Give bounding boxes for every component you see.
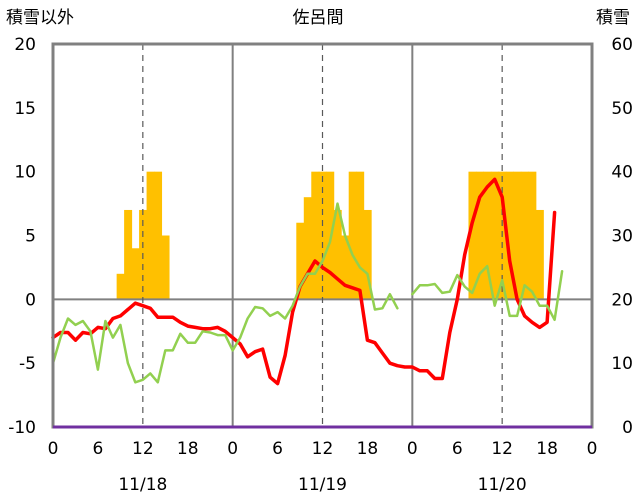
snow-bar: [535, 209, 544, 300]
day-labels: 11/18 11/19 11/20: [118, 475, 526, 495]
chart-title: 佐呂間: [293, 8, 344, 28]
snow-bar: [468, 171, 477, 300]
x-tick-label: 0: [407, 439, 418, 459]
left-y-tick-label: -5: [19, 354, 36, 374]
left-y-tick-label: -10: [8, 418, 36, 438]
left-y-tick-label: 5: [25, 227, 36, 247]
title-group: 積雪以外 佐呂間 積雪: [6, 8, 630, 28]
snow-bar: [348, 171, 357, 300]
snow-bar: [490, 171, 499, 300]
snow-bar: [356, 171, 365, 300]
x-tick-label: 12: [491, 439, 513, 459]
snow-bar: [341, 235, 350, 300]
snow-bar: [296, 222, 305, 300]
snow-bar: [303, 197, 312, 300]
right-y-tick-label: 10: [611, 354, 633, 374]
left-y-ticks: 20 15 10 5 0 -5 -10: [8, 35, 36, 438]
snow-bar: [146, 171, 155, 300]
snow-bar: [475, 171, 484, 300]
left-y-tick-label: 15: [14, 99, 36, 119]
snow-bar: [154, 171, 163, 300]
right-y-tick-label: 30: [611, 227, 633, 247]
x-tick-label: 6: [93, 439, 104, 459]
day-label: 11/20: [478, 475, 527, 495]
x-tick-label: 0: [48, 439, 59, 459]
snow-bar: [124, 209, 133, 300]
snow-bar: [505, 171, 514, 300]
x-tick-label: 6: [452, 439, 463, 459]
left-axis-title: 積雪以外: [6, 8, 74, 28]
x-tick-label: 18: [177, 439, 199, 459]
snow-bar: [161, 235, 170, 300]
x-tick-label: 6: [272, 439, 283, 459]
right-y-tick-label: 0: [622, 418, 633, 438]
x-tick-label: 18: [536, 439, 558, 459]
x-ticks: 0 6 12 18 0 6 12 18 0 6 12 18 0: [48, 439, 598, 459]
left-y-tick-label: 20: [14, 35, 36, 55]
right-axis-title: 積雪: [596, 8, 630, 28]
right-y-ticks: 60 50 40 30 20 10 0: [611, 35, 633, 438]
left-y-tick-label: 10: [14, 163, 36, 183]
x-tick-label: 0: [587, 439, 598, 459]
right-y-tick-label: 40: [611, 163, 633, 183]
x-tick-label: 18: [357, 439, 379, 459]
left-y-tick-label: 0: [25, 290, 36, 310]
right-y-tick-label: 60: [611, 35, 633, 55]
plot-frame: [51, 42, 594, 429]
x-tick-label: 12: [312, 439, 334, 459]
snow-bar: [520, 171, 529, 300]
snow-bar: [333, 209, 342, 300]
snow-bar: [363, 209, 372, 300]
snow-bar: [483, 171, 492, 300]
snow-bar: [528, 171, 537, 300]
snow-bar: [116, 273, 125, 300]
right-y-tick-label: 50: [611, 99, 633, 119]
series-line-2: [51, 202, 564, 384]
right-y-tick-label: 20: [611, 290, 633, 310]
snow-bar: [311, 171, 320, 300]
x-tick-label: 0: [227, 439, 238, 459]
day-label: 11/18: [118, 475, 167, 495]
gridlines: [53, 44, 592, 427]
snow-bar: [513, 171, 522, 300]
snow-bar: [131, 248, 140, 300]
x-tick-label: 12: [132, 439, 154, 459]
day-label: 11/19: [298, 475, 347, 495]
